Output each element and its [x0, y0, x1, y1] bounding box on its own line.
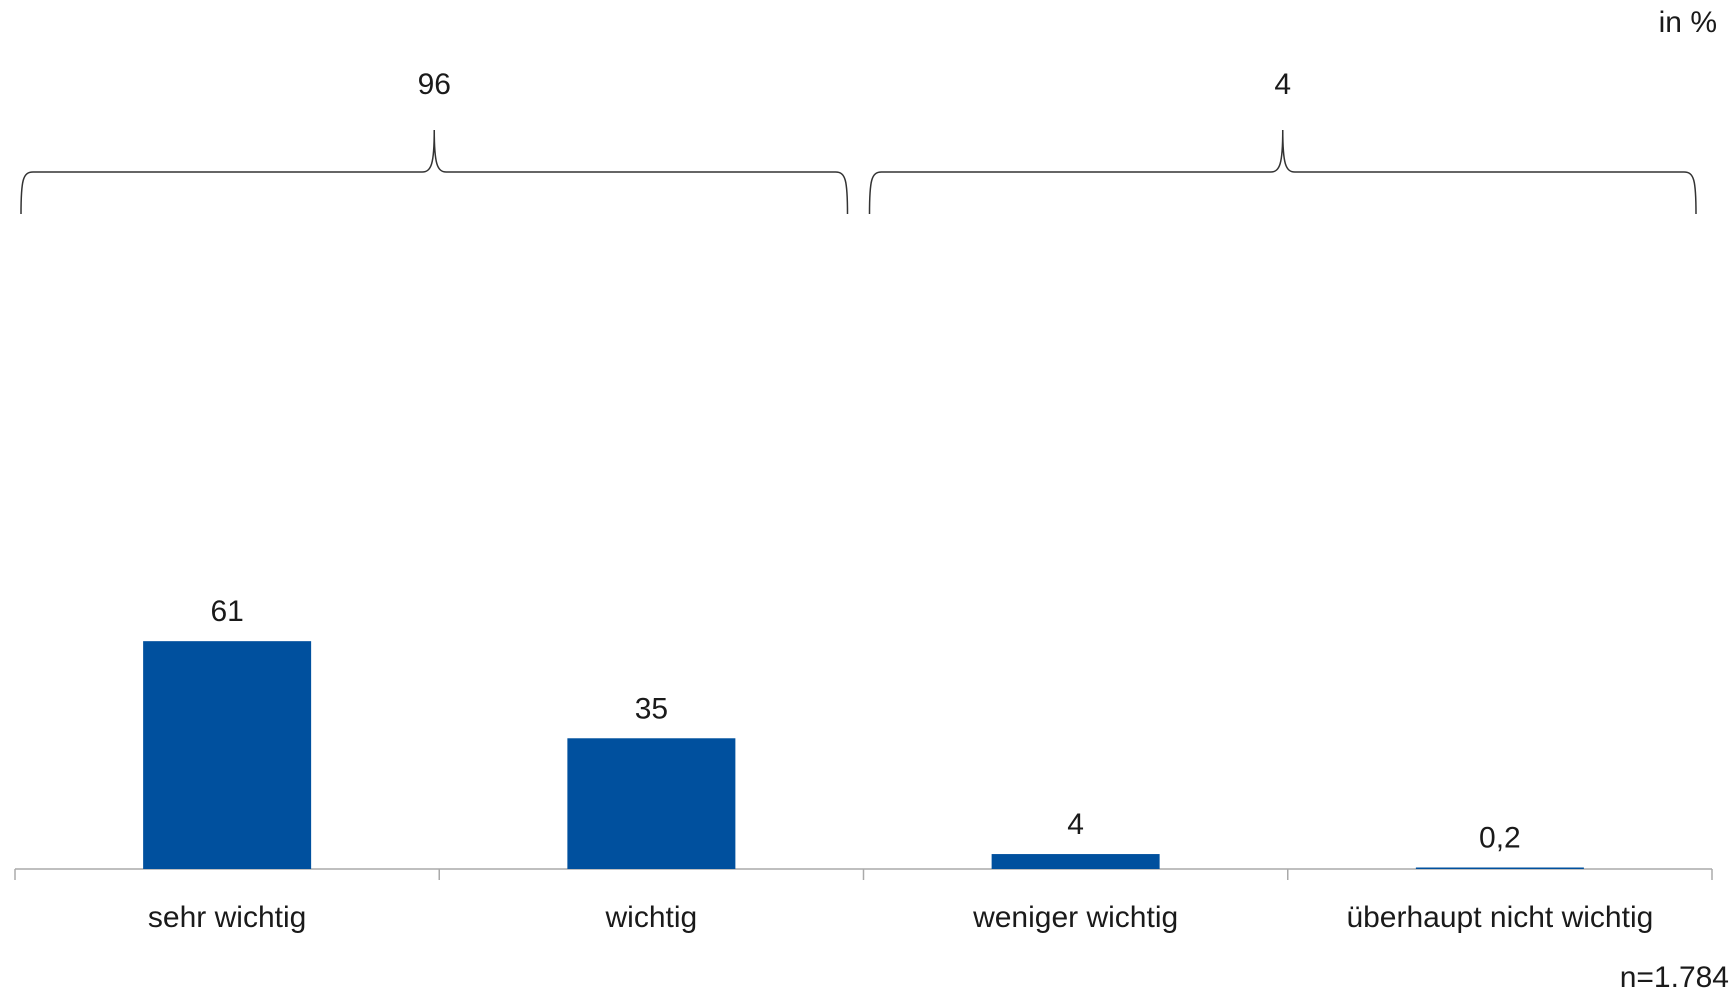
group-label-1: 96 [418, 68, 451, 101]
category-label-wichtig: wichtig [605, 901, 698, 934]
category-label-sehr-wichtig: sehr wichtig [148, 901, 306, 934]
group-label-2: 4 [1274, 68, 1291, 101]
data-label-sehr-wichtig: 61 [210, 595, 243, 628]
bar-wichtig [567, 738, 736, 869]
data-label-ueberhaupt-nicht-wichtig: 0,2 [1479, 822, 1521, 855]
group-brace-2 [868, 129, 1697, 215]
bar-ueberhaupt-nicht-wichtig [1415, 867, 1584, 869]
category-label-ueberhaupt-nicht-wichtig: überhaupt nicht wichtig [1346, 901, 1653, 934]
data-label-weniger-wichtig: 4 [1067, 808, 1084, 841]
group-brace-1 [20, 129, 849, 215]
data-label-wichtig: 35 [635, 692, 668, 725]
category-label-weniger-wichtig: weniger wichtig [972, 901, 1178, 934]
bar-sehr-wichtig [143, 641, 312, 869]
bar-weniger-wichtig [991, 854, 1160, 869]
sample-size-note: n=1.784 [1619, 961, 1729, 994]
unit-label: in % [1658, 6, 1717, 39]
